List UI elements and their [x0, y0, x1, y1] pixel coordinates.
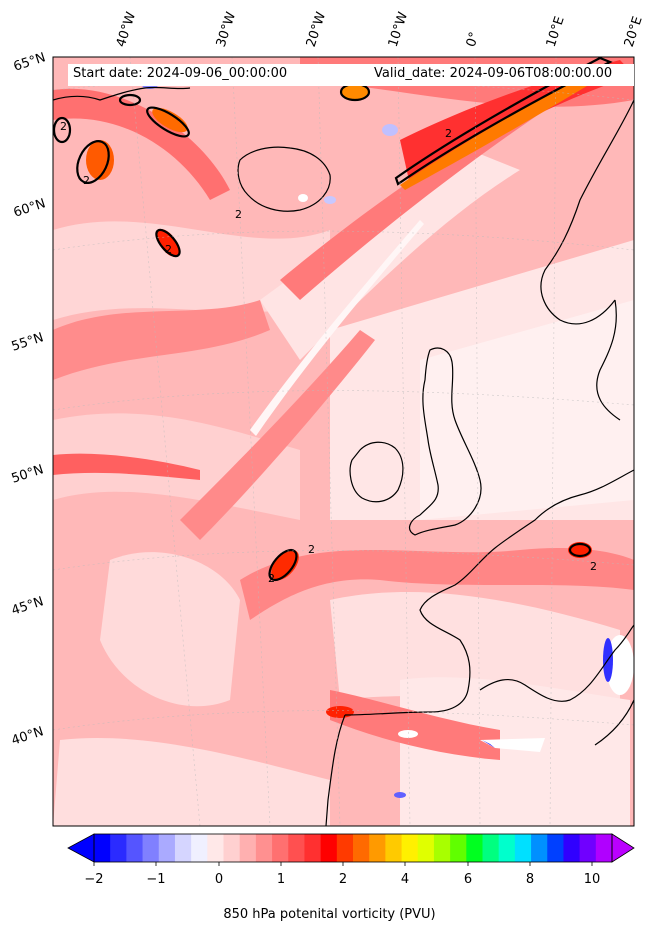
colorbar-segment — [94, 834, 111, 862]
header-box — [68, 64, 634, 86]
map-frame — [52, 56, 635, 827]
valid-date: Valid_date: 2024-09-06T08:00:00.00 — [374, 66, 613, 81]
colorbar-segment — [595, 834, 613, 862]
contour-labels: 2 2 2 2 2 2 2 2 — [60, 120, 597, 585]
colorbar-segment — [126, 834, 144, 862]
colorbar-title: 850 hPa potenital vorticity (PVU) — [223, 907, 436, 922]
contour-label: 2 — [445, 127, 452, 140]
colorbar-under-extension — [67, 833, 95, 863]
colorbar-tick-label: 0 — [214, 872, 224, 887]
colorbar-segment — [223, 834, 241, 862]
colorbar-segment — [191, 834, 208, 862]
colorbar-segment — [498, 834, 516, 862]
colorbar-tick-label: 10 — [583, 872, 601, 887]
colorbar-over-extension — [611, 833, 635, 863]
colorbar-segment — [142, 834, 160, 862]
colorbar-segment — [514, 834, 532, 862]
colorbar-segment — [417, 834, 435, 862]
colorbar-segment — [369, 834, 386, 862]
colorbar-segment — [288, 834, 305, 862]
colorbar-segment — [158, 834, 176, 862]
colorbar-segment — [579, 834, 597, 862]
colorbar-segment — [336, 834, 354, 862]
colorbar-segment — [353, 834, 370, 862]
colorbar-segment — [272, 834, 289, 862]
colorbar-segment — [466, 834, 483, 862]
colorbar-segment — [255, 834, 273, 862]
colorbar-segment — [563, 834, 581, 862]
contour-label: 2 — [165, 243, 172, 256]
colorbar-frame — [93, 833, 613, 863]
colorbar-tick-label: 1 — [276, 872, 286, 887]
colorbar-segment — [207, 834, 224, 862]
colorbar-segment — [482, 834, 500, 862]
colorbar — [67, 833, 635, 866]
colorbar-segment — [450, 834, 467, 862]
contour-label: 2 — [83, 174, 90, 187]
pv-field — [53, 57, 634, 826]
contour-label: 2 — [268, 572, 275, 585]
colorbar-segment — [174, 834, 192, 862]
colorbar-segment — [547, 834, 564, 862]
contour-label: 2 — [60, 120, 67, 133]
colorbar-segment — [110, 834, 127, 862]
colorbar-segment — [433, 834, 451, 862]
colorbar-tick-label: 2 — [338, 872, 348, 887]
colorbar-tick-label: 4 — [400, 872, 410, 887]
colorbar-tick-label: −1 — [146, 872, 166, 887]
colorbar-segment — [531, 834, 548, 862]
contour-label: 2 — [235, 208, 242, 221]
colorbar-tick-label: 6 — [463, 872, 473, 887]
colorbar-segment — [239, 834, 257, 862]
colorbar-segment — [385, 834, 403, 862]
colorbar-segment — [401, 834, 419, 862]
colorbar-segment — [304, 834, 322, 862]
start-date: Start date: 2024-09-06_00:00:00 — [73, 66, 288, 81]
colorbar-segment — [320, 834, 338, 862]
contour-label: 2 — [308, 543, 315, 556]
colorbar-tick-label: 8 — [525, 872, 535, 887]
colorbar-tick-label: −2 — [84, 872, 104, 887]
contour-label: 2 — [590, 560, 597, 573]
